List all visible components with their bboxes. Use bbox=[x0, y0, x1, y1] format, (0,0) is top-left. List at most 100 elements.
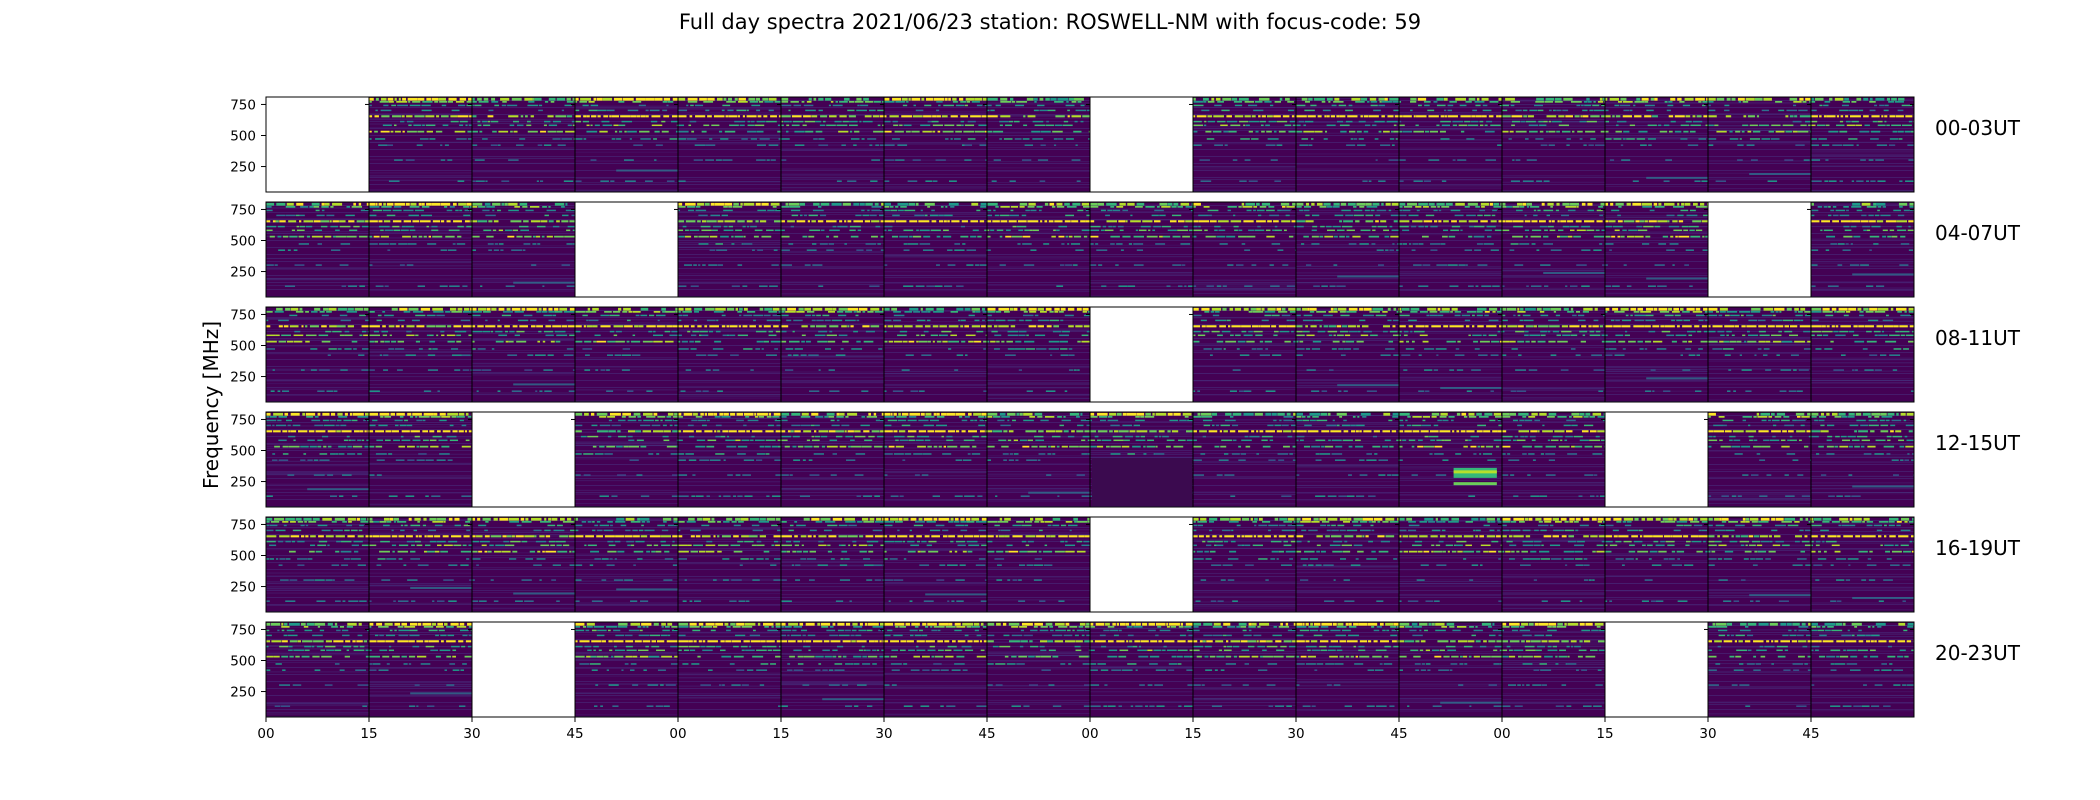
spectrogram-panel bbox=[1604, 306, 1709, 403]
y-tick-label: 750 bbox=[230, 412, 256, 428]
spectrogram-panel bbox=[1501, 411, 1606, 508]
spectrogram-panel bbox=[1707, 411, 1812, 508]
missing-panel bbox=[1089, 306, 1194, 403]
spectrogram-panel bbox=[883, 621, 988, 718]
spectrogram-panel bbox=[1398, 516, 1503, 613]
x-tick-label: 45 bbox=[978, 726, 995, 742]
spectrogram-panel bbox=[1501, 96, 1606, 193]
spectrogram-panel bbox=[677, 411, 782, 508]
axes: 250 500 750 00-03UT 250 500 750 04-07UT 250 500 75… bbox=[230, 97, 2021, 742]
y-tick-label: 250 bbox=[230, 580, 256, 596]
spectrogram-panel bbox=[1707, 306, 1812, 403]
spectrogram-panel bbox=[471, 96, 576, 193]
row-label: 16-19UT bbox=[1935, 536, 2021, 560]
spectrogram-panel bbox=[1810, 306, 1915, 403]
y-tick-label: 500 bbox=[230, 653, 256, 669]
spectrogram-panel bbox=[1089, 201, 1194, 298]
spectrogram-panel bbox=[265, 411, 370, 508]
spectrogram-panel bbox=[1810, 621, 1915, 718]
spectrogram-panel bbox=[1707, 96, 1812, 193]
spectrogram-panel bbox=[471, 201, 576, 298]
spectrogram-panel bbox=[986, 516, 1091, 613]
spectrogram-panel bbox=[1398, 96, 1503, 193]
spectrogram-panel bbox=[1295, 96, 1400, 193]
spectrogram-panel bbox=[883, 516, 988, 613]
row-label: 04-07UT bbox=[1935, 221, 2021, 245]
y-tick-label: 750 bbox=[230, 97, 256, 113]
spectrogram-panel bbox=[471, 306, 576, 403]
spectrogram-panel bbox=[368, 201, 473, 298]
x-tick-label: 30 bbox=[1699, 726, 1716, 742]
spectrogram-panel bbox=[1192, 306, 1297, 403]
spectrogram-panel bbox=[883, 411, 988, 508]
spectrogram-panel bbox=[780, 516, 885, 613]
spectrogram-panel bbox=[1295, 516, 1400, 613]
x-tick-label: 00 bbox=[1081, 726, 1098, 742]
spectrogram-panel bbox=[574, 621, 679, 718]
y-tick-label: 250 bbox=[230, 265, 256, 281]
spectrogram-panel bbox=[368, 411, 473, 508]
x-tick-label: 15 bbox=[1596, 726, 1613, 742]
signal-burst bbox=[1453, 467, 1497, 486]
x-tick-label: 45 bbox=[566, 726, 583, 742]
spectrogram-panel bbox=[1604, 96, 1709, 193]
spectrogram-panel bbox=[1295, 201, 1400, 298]
y-tick-label: 250 bbox=[230, 685, 256, 701]
missing-panel bbox=[1089, 516, 1194, 613]
spectrogram-panel bbox=[1295, 621, 1400, 718]
missing-panel bbox=[1707, 201, 1812, 298]
spectrogram-panel bbox=[368, 96, 473, 193]
spectrogram-panel bbox=[471, 516, 576, 613]
x-tick-label: 15 bbox=[772, 726, 789, 742]
x-tick-label: 00 bbox=[257, 726, 274, 742]
y-tick-label: 250 bbox=[230, 160, 256, 176]
spectrogram-panel bbox=[574, 411, 679, 508]
spectrogram-panel bbox=[1192, 516, 1297, 613]
spectrogram-panel bbox=[368, 516, 473, 613]
spectrogram-panel bbox=[265, 516, 370, 613]
spectrogram-panel bbox=[1501, 621, 1606, 718]
missing-panel bbox=[574, 201, 679, 298]
missing-panel bbox=[1089, 96, 1194, 193]
spectrogram-panel bbox=[780, 411, 885, 508]
spectrogram-panel bbox=[1707, 621, 1812, 718]
spectrogram-panel bbox=[780, 621, 885, 718]
spectrogram-panel bbox=[677, 306, 782, 403]
spectrogram-panel bbox=[1810, 96, 1915, 193]
x-tick-label: 30 bbox=[463, 726, 480, 742]
dark-region bbox=[1092, 457, 1192, 506]
x-tick-label: 15 bbox=[360, 726, 377, 742]
spectrogram-panel bbox=[1192, 96, 1297, 193]
missing-panel bbox=[1604, 411, 1709, 508]
x-tick-label: 00 bbox=[1493, 726, 1510, 742]
spectrogram-panel bbox=[265, 621, 370, 718]
x-tick-label: 30 bbox=[875, 726, 892, 742]
spectrogram-panel bbox=[1192, 621, 1297, 718]
x-tick-label: 45 bbox=[1390, 726, 1407, 742]
row-label: 20-23UT bbox=[1935, 641, 2021, 665]
spectrogram-panel bbox=[574, 516, 679, 613]
spectrogram-panel bbox=[1398, 306, 1503, 403]
spectrogram-panel bbox=[986, 96, 1091, 193]
spectrogram-panel bbox=[883, 306, 988, 403]
y-tick-label: 750 bbox=[230, 622, 256, 638]
spectrogram-panel bbox=[1810, 516, 1915, 613]
spectrogram-panel bbox=[1501, 306, 1606, 403]
spectrogram-panel bbox=[986, 201, 1091, 298]
missing-panel bbox=[471, 411, 576, 508]
spectrogram-panel bbox=[1398, 201, 1503, 298]
y-tick-label: 500 bbox=[230, 548, 256, 564]
y-tick-label: 500 bbox=[230, 443, 256, 459]
spectrogram-panel bbox=[368, 306, 473, 403]
spectrogram-panel bbox=[677, 96, 782, 193]
spectrogram-panel bbox=[265, 306, 370, 403]
y-tick-label: 500 bbox=[230, 128, 256, 144]
row-label: 00-03UT bbox=[1935, 116, 2021, 140]
spectrogram-panel bbox=[677, 201, 782, 298]
spectrogram-panel bbox=[1398, 411, 1503, 508]
y-tick-label: 750 bbox=[230, 307, 256, 323]
spectrogram-panel bbox=[1295, 411, 1400, 508]
y-tick-label: 250 bbox=[230, 475, 256, 491]
missing-panel bbox=[1604, 621, 1709, 718]
